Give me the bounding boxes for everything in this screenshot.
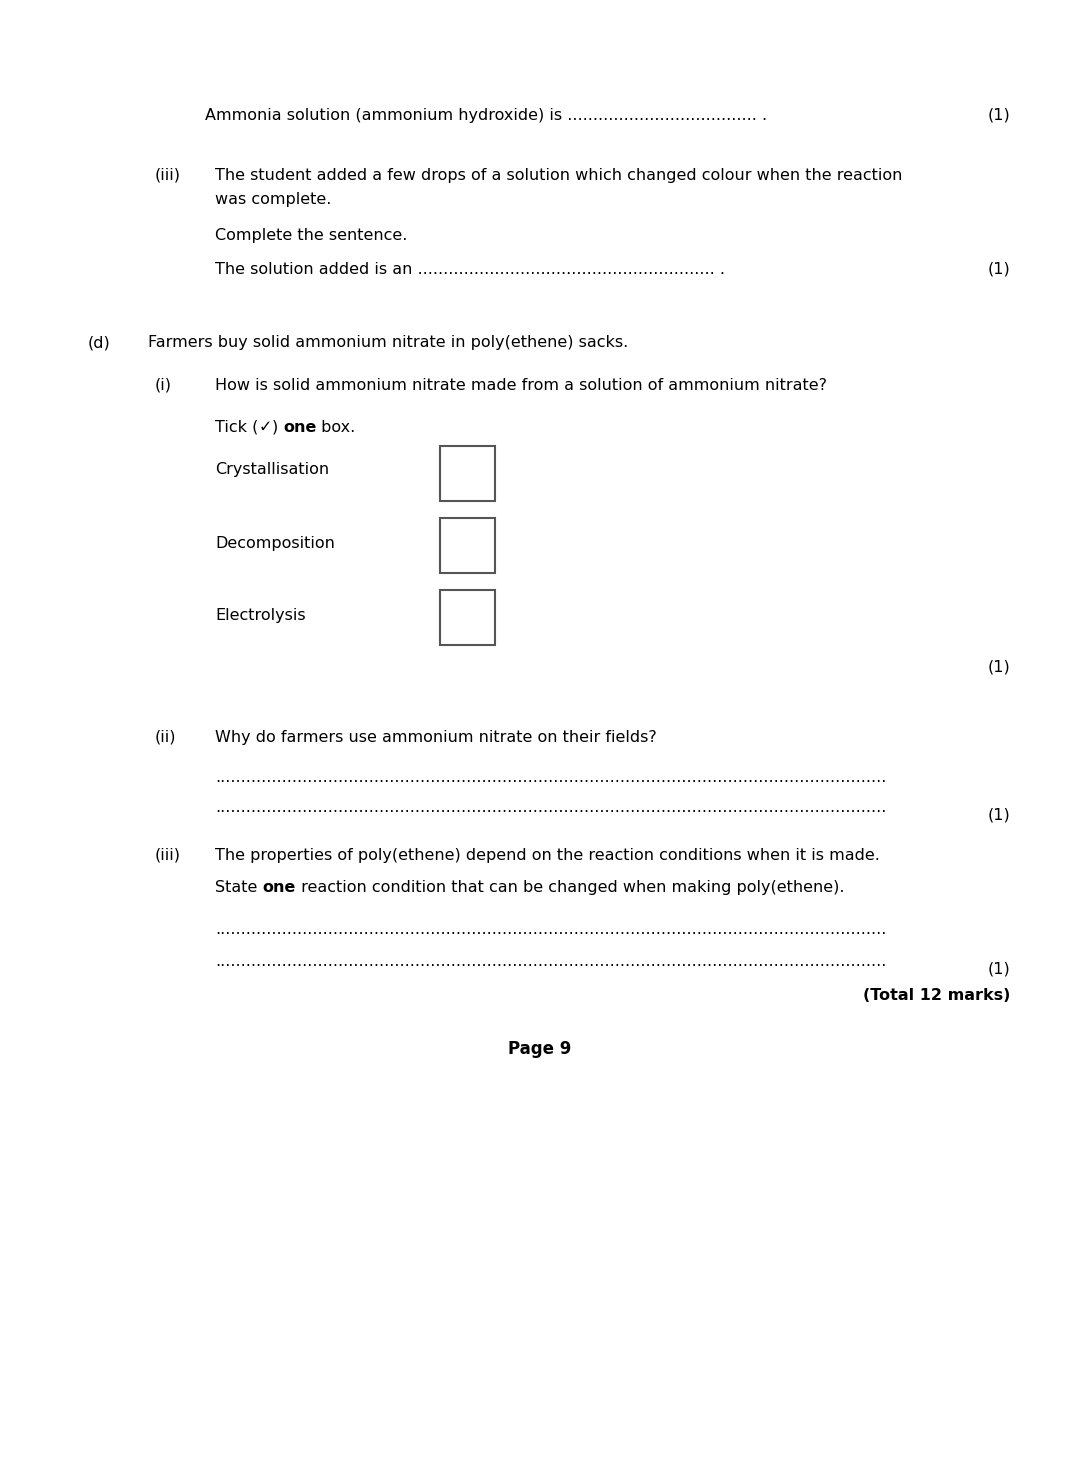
Text: State: State xyxy=(215,881,262,895)
Text: (d): (d) xyxy=(87,335,111,350)
Text: (ii): (ii) xyxy=(156,730,176,745)
Text: ................................................................................: ........................................… xyxy=(215,770,887,785)
Text: (1): (1) xyxy=(987,962,1010,976)
Text: The properties of poly(ethene) depend on the reaction conditions when it is made: The properties of poly(ethene) depend on… xyxy=(215,848,880,863)
Bar xyxy=(440,518,495,572)
Text: (iii): (iii) xyxy=(156,848,181,863)
Text: was complete.: was complete. xyxy=(215,192,332,206)
Text: The solution added is an .......................................................: The solution added is an ...............… xyxy=(215,263,725,277)
Text: (1): (1) xyxy=(987,808,1010,823)
Text: Farmers buy solid ammonium nitrate in poly(ethene) sacks.: Farmers buy solid ammonium nitrate in po… xyxy=(148,335,629,350)
Bar xyxy=(440,445,495,502)
Text: ✓: ✓ xyxy=(258,420,272,435)
Text: Complete the sentence.: Complete the sentence. xyxy=(215,229,407,243)
Text: Tick (: Tick ( xyxy=(215,420,258,435)
Text: ................................................................................: ........................................… xyxy=(215,954,887,969)
Text: Decomposition: Decomposition xyxy=(215,535,335,552)
Text: (1): (1) xyxy=(987,263,1010,277)
Text: (1): (1) xyxy=(987,659,1010,676)
Bar xyxy=(440,590,495,645)
Text: (1): (1) xyxy=(987,108,1010,122)
Text: Electrolysis: Electrolysis xyxy=(215,608,306,622)
Text: How is solid ammonium nitrate made from a solution of ammonium nitrate?: How is solid ammonium nitrate made from … xyxy=(215,378,827,392)
Text: Ammonia solution (ammonium hydroxide) is ..................................... .: Ammonia solution (ammonium hydroxide) is… xyxy=(205,108,767,122)
Text: one: one xyxy=(262,881,296,895)
Text: reaction condition that can be changed when making poly(ethene).: reaction condition that can be changed w… xyxy=(296,881,845,895)
Text: Page 9: Page 9 xyxy=(509,1040,571,1058)
Text: (iii): (iii) xyxy=(156,168,181,183)
Text: Why do farmers use ammonium nitrate on their fields?: Why do farmers use ammonium nitrate on t… xyxy=(215,730,657,745)
Text: ................................................................................: ........................................… xyxy=(215,922,887,937)
Text: (Total 12 marks): (Total 12 marks) xyxy=(863,988,1010,1003)
Text: one: one xyxy=(283,420,316,435)
Text: box.: box. xyxy=(316,420,355,435)
Text: (i): (i) xyxy=(156,378,172,392)
Text: Crystallisation: Crystallisation xyxy=(215,462,329,476)
Text: The student added a few drops of a solution which changed colour when the reacti: The student added a few drops of a solut… xyxy=(215,168,903,183)
Text: ................................................................................: ........................................… xyxy=(215,799,887,816)
Text: ): ) xyxy=(272,420,283,435)
